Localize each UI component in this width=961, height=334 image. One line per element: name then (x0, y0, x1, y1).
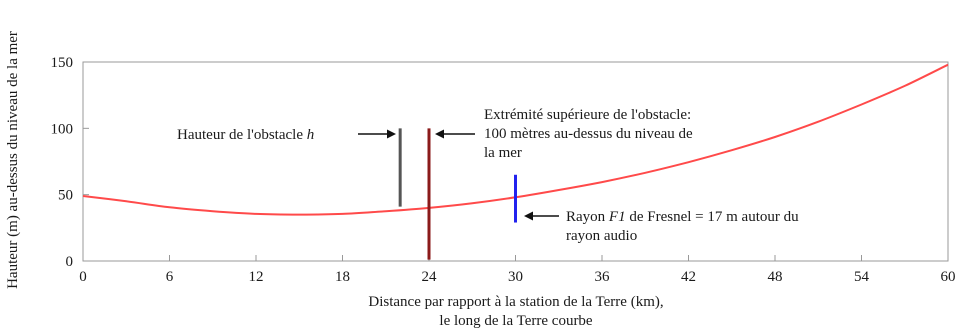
annotation-obstacle-top-line3: la mer (484, 145, 522, 161)
annotation-obstacle-height: Hauteur de l'obstacle h (177, 127, 314, 143)
annotation-fresnel-line1: Rayon F1 de Fresnel = 17 m autour du (566, 209, 799, 225)
x-tick-label: 18 (335, 269, 350, 285)
plot-area (82, 61, 949, 262)
x-tick-label: 30 (508, 269, 523, 285)
annotation-fresnel-line2: rayon audio (566, 228, 637, 244)
y-tick-label: 150 (51, 55, 74, 71)
y-axis-ticks: 0 50 100 150 (51, 55, 89, 270)
y-tick-label: 50 (58, 188, 73, 204)
annotation-obstacle-height-italic: h (307, 127, 315, 143)
y-tick-label: 0 (66, 254, 74, 270)
x-tick-label: 6 (166, 269, 174, 285)
annotation-fresnel-after: de Fresnel = 17 m autour du (626, 209, 800, 225)
arrow-to-obstacle-top (435, 129, 475, 139)
x-tick-label: 0 (79, 269, 87, 285)
annotation-obstacle-top-line1: Extrémité supérieure de l'obstacle: (484, 107, 691, 123)
x-tick-label: 12 (249, 269, 264, 285)
x-axis-ticks: 0 6 12 18 24 30 36 42 48 54 60 (79, 255, 956, 285)
marker-layer (398, 128, 517, 260)
x-tick-label: 24 (422, 269, 438, 285)
x-tick-label: 48 (768, 269, 783, 285)
y-axis-label: Hauteur (m) au-dessus du niveau de la me… (5, 31, 21, 289)
plot-frame (82, 61, 949, 262)
arrow-to-obstacle-line (358, 129, 396, 139)
x-axis-label-line1: Distance par rapport à la station de la … (368, 294, 663, 310)
x-tick-label: 60 (941, 269, 956, 285)
annotation-obstacle-top-line2: 100 mètres au-dessus du niveau de (484, 126, 693, 142)
annotation-layer: Hauteur de l'obstacle h Extrémité supéri… (177, 107, 799, 244)
arrow-to-fresnel-line (524, 211, 559, 221)
annotation-fresnel-italic: F1 (608, 209, 626, 225)
x-tick-label: 54 (854, 269, 870, 285)
x-tick-label: 42 (681, 269, 696, 285)
x-tick-label: 36 (595, 269, 611, 285)
annotation-fresnel-before: Rayon (566, 209, 609, 225)
y-tick-label: 100 (51, 121, 74, 137)
annotation-obstacle-height-text: Hauteur de l'obstacle (177, 127, 307, 143)
x-axis-label-line2: le long de la Terre courbe (439, 313, 593, 329)
